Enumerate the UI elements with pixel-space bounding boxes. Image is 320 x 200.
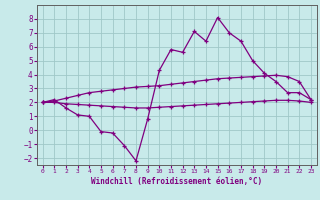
X-axis label: Windchill (Refroidissement éolien,°C): Windchill (Refroidissement éolien,°C) <box>91 177 262 186</box>
